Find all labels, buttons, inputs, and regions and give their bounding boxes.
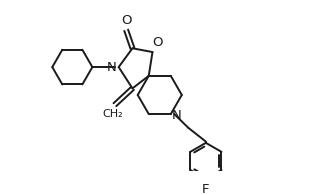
Text: O: O <box>152 36 162 49</box>
Text: CH₂: CH₂ <box>102 109 123 119</box>
Text: O: O <box>122 14 132 27</box>
Text: N: N <box>171 109 181 122</box>
Text: N: N <box>107 61 117 74</box>
Text: F: F <box>202 183 210 195</box>
